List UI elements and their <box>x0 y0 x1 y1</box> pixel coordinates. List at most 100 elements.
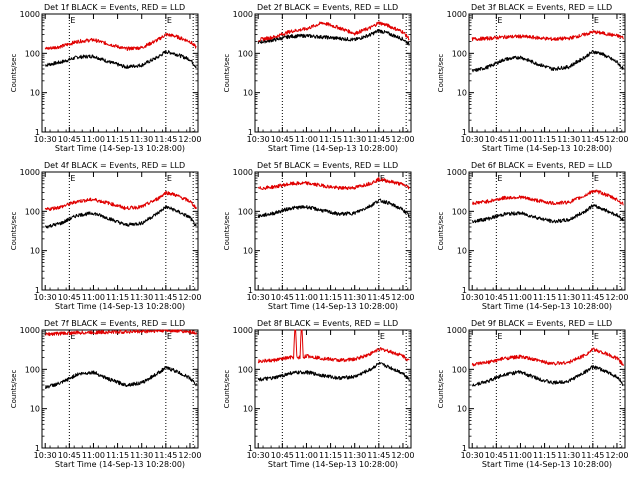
x-tick-label: 11:15 <box>106 135 129 144</box>
panel-det-8: Det 8f BLACK = Events, RED = LLD 1 10 100 10… <box>223 319 414 469</box>
y-tick-label: 1000 <box>233 326 253 335</box>
x-tick-label: 10:30 <box>247 293 270 302</box>
y-axis-label: Counts/sec <box>223 370 231 409</box>
panel-title: Det 5f BLACK = Events, RED = LLD <box>257 161 398 170</box>
x-tick-label: 11:45 <box>367 135 390 144</box>
series-line-events <box>257 198 410 218</box>
y-axis-label: Counts/sec <box>223 54 231 93</box>
y-tick-label: 1 <box>462 128 467 137</box>
event-marker-label: E <box>167 16 172 25</box>
event-marker-label: E <box>497 332 502 341</box>
event-marker-label: E <box>70 332 75 341</box>
x-tick-label: 10:30 <box>461 293 484 302</box>
event-marker-label: E <box>70 174 75 183</box>
x-axis-label: Start Time (14-Sep-13 10:28:00) <box>268 460 398 469</box>
series-line-lld <box>257 177 410 191</box>
event-marker-label: E <box>167 174 172 183</box>
event-marker-label: E <box>594 16 599 25</box>
event-marker-label: E <box>497 174 502 183</box>
y-axis-label: Counts/sec <box>437 54 445 93</box>
y-tick-label: 100 <box>238 49 253 58</box>
x-tick-label: 10:30 <box>247 451 270 460</box>
panel-det-9: Det 9f BLACK = Events, RED = LLD 1 10 100 10… <box>437 319 628 469</box>
y-tick-label: 1000 <box>233 10 253 19</box>
x-axis-label: Start Time (14-Sep-13 10:28:00) <box>482 460 612 469</box>
plot-frame <box>254 13 412 133</box>
series-line-lld <box>471 189 624 206</box>
series-line-lld <box>44 32 197 51</box>
plot-frame <box>254 171 412 291</box>
y-tick-label: 1000 <box>20 168 40 177</box>
x-tick-label: 11:15 <box>319 135 342 144</box>
x-tick-label: 11:15 <box>106 293 129 302</box>
y-tick-label: 1000 <box>233 168 253 177</box>
x-tick-label: 10:45 <box>58 293 81 302</box>
y-tick-label: 100 <box>25 207 40 216</box>
x-tick-label: 10:45 <box>271 451 294 460</box>
x-tick-label: 11:45 <box>367 451 390 460</box>
x-tick-label: 10:30 <box>34 293 57 302</box>
x-tick-label: 11:15 <box>533 135 556 144</box>
x-tick-label: 10:45 <box>271 135 294 144</box>
x-tick-label: 10:30 <box>247 135 270 144</box>
x-tick-label: 10:45 <box>271 293 294 302</box>
x-tick-label: 11:15 <box>319 293 342 302</box>
panel-det-4: Det 4f BLACK = Events, RED = LLD 1 10 100 10… <box>10 161 201 311</box>
y-axis-label: Counts/sec <box>10 212 18 251</box>
y-tick-label: 10 <box>457 89 467 98</box>
plot-frame <box>468 171 626 291</box>
x-tick-label: 11:30 <box>343 135 366 144</box>
x-tick-label: 11:30 <box>343 293 366 302</box>
y-tick-label: 10 <box>30 405 40 414</box>
y-axis-label: Counts/sec <box>437 370 445 409</box>
panel-det-6: Det 6f BLACK = Events, RED = LLD 1 10 100 10… <box>437 161 628 311</box>
y-axis-label: Counts/sec <box>10 370 18 409</box>
x-tick-label: 10:45 <box>485 293 508 302</box>
x-tick-label: 12:00 <box>178 135 201 144</box>
series-line-events <box>44 205 197 229</box>
x-tick-label: 11:30 <box>130 293 153 302</box>
x-tick-label: 11:00 <box>82 451 105 460</box>
y-tick-label: 10 <box>30 247 40 256</box>
y-tick-label: 10 <box>243 89 253 98</box>
panel-det-5: Det 5f BLACK = Events, RED = LLD 1 10 100 10… <box>223 161 414 311</box>
x-tick-label: 11:45 <box>154 451 177 460</box>
x-tick-label: 11:30 <box>130 135 153 144</box>
x-tick-label: 12:00 <box>391 451 414 460</box>
y-tick-label: 1000 <box>447 326 467 335</box>
plot-frame <box>468 13 626 133</box>
series-line-events <box>471 50 624 73</box>
panel-det-3: Det 3f BLACK = Events, RED = LLD 1 10 100 10… <box>437 3 628 153</box>
x-axis-label: Start Time (14-Sep-13 10:28:00) <box>482 144 612 153</box>
x-tick-label: 11:30 <box>557 135 580 144</box>
x-tick-label: 11:15 <box>533 293 556 302</box>
y-tick-label: 100 <box>238 365 253 374</box>
y-tick-label: 100 <box>452 49 467 58</box>
y-tick-label: 1 <box>35 128 40 137</box>
x-tick-label: 11:15 <box>533 451 556 460</box>
x-tick-label: 12:00 <box>391 135 414 144</box>
event-marker-label: E <box>167 332 172 341</box>
event-marker-label: E <box>380 332 385 341</box>
series-line-lld <box>471 30 624 42</box>
x-tick-label: 12:00 <box>178 293 201 302</box>
series-line-events <box>472 204 624 224</box>
panel-title: Det 9f BLACK = Events, RED = LLD <box>471 319 612 328</box>
x-tick-label: 11:45 <box>154 135 177 144</box>
y-tick-label: 100 <box>25 49 40 58</box>
x-tick-label: 10:30 <box>34 451 57 460</box>
x-tick-label: 11:45 <box>581 451 604 460</box>
y-tick-label: 1 <box>462 286 467 295</box>
series-line-events <box>44 49 197 70</box>
x-tick-label: 11:00 <box>509 135 532 144</box>
y-tick-label: 10 <box>457 405 467 414</box>
plot-frame <box>254 329 412 449</box>
y-tick-label: 1000 <box>447 168 467 177</box>
panel-det-7: Det 7f BLACK = Events, RED = LLD 1 10 100 10… <box>10 319 201 469</box>
x-tick-label: 11:00 <box>509 451 532 460</box>
x-tick-label: 11:30 <box>343 451 366 460</box>
y-tick-label: 100 <box>452 365 467 374</box>
y-tick-label: 1000 <box>20 326 40 335</box>
series-line-events <box>471 365 624 387</box>
plot-frame <box>468 329 626 449</box>
